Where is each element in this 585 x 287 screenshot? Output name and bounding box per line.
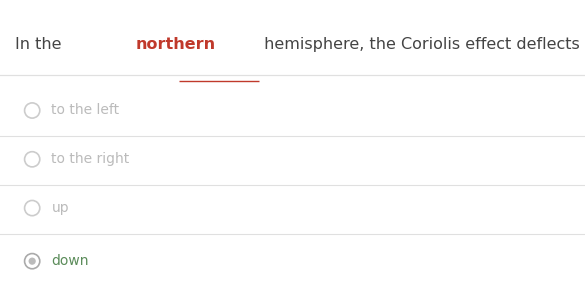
Ellipse shape — [29, 257, 36, 265]
Text: hemisphere, the Coriolis effect deflects moving air or water: hemisphere, the Coriolis effect deflects… — [259, 37, 585, 52]
Text: up: up — [51, 201, 69, 215]
Text: to the right: to the right — [51, 152, 130, 166]
Text: down: down — [51, 254, 89, 268]
Text: In the: In the — [15, 37, 66, 52]
Text: northern: northern — [136, 37, 216, 52]
Text: to the left: to the left — [51, 104, 119, 117]
